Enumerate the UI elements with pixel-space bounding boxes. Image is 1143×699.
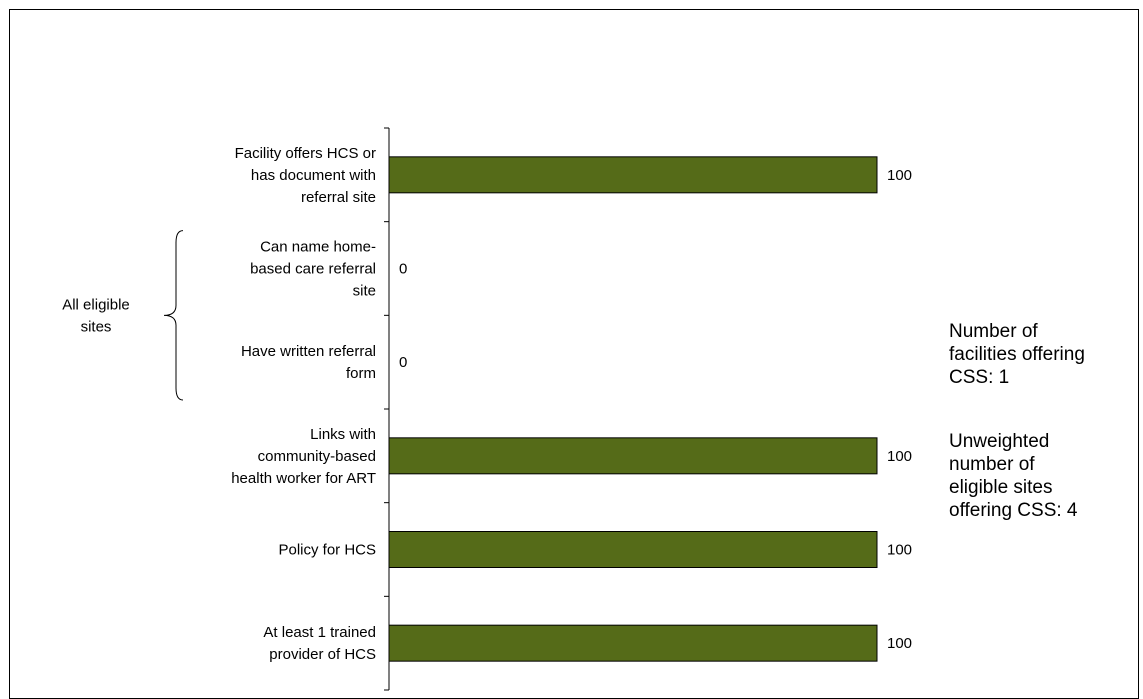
group-label-line: All eligible [62,296,130,313]
annotation-line: facilities offering [949,344,1085,365]
category-label: Policy for HCS [278,542,376,559]
brace-shape [163,230,184,401]
group-label-line: sites [81,318,112,335]
category-label: Facility offers HCS or has document with r… [235,145,376,206]
annotation-line: eligible sites [949,477,1053,498]
category-label-line: provider of HCS [269,646,376,663]
annotation-line: Unweighted [949,431,1049,452]
data-label: 0 [399,261,407,278]
category-label-line: At least 1 trained [263,624,376,641]
chart-frame [9,9,1139,699]
group-label: All eligible sites [62,296,130,335]
axis-layer [384,127,390,691]
category-label-line: based care referral [250,261,376,278]
bar [388,156,878,194]
category-label-line: site [353,283,376,300]
bar [388,437,878,475]
annotation-line: CSS: 1 [949,367,1009,388]
data-label: 100 [887,542,912,559]
category-label: Can name home-based care referral site [250,239,376,300]
data-label: 100 [887,635,912,652]
bar [388,531,878,568]
data-label: 100 [887,167,912,184]
category-label-line: Links with [310,426,376,443]
category-label-line: Policy for HCS [278,542,376,559]
annotations: Number of facilities offering CSS: 1 Unweig… [949,321,1085,521]
category-label-line: Have written referral [241,343,376,360]
bars-layer [388,156,878,662]
annotation-line: number of [949,454,1035,475]
category-label-line: Facility offers HCS or [235,145,376,162]
category-label-line: has document with [251,167,376,184]
category-label: At least 1 trained provider of HCS [263,624,376,663]
category-label-line: community-based [258,448,376,465]
annotation-line: offering CSS: 4 [949,500,1078,521]
data-label: 100 [887,448,912,465]
annotation-text: Unweighted number of eligible sites offerin… [949,431,1078,521]
labels-layer: 100 Facility offers HCS or has document wi… [231,145,912,663]
bar [388,624,878,662]
category-label: Links with community-based health worker f… [231,426,376,487]
annotation-text: Number of facilities offering CSS: 1 [949,321,1085,388]
category-label-line: referral site [301,189,376,206]
category-label: Have written referral form [241,343,376,382]
data-label: 0 [399,354,407,371]
category-label-line: health worker for ART [231,470,376,487]
category-label-line: form [346,365,376,382]
annotation-line: Number of [949,321,1038,342]
group-bracket: All eligible sites [62,230,184,401]
category-label-line: Can name home- [260,239,376,256]
